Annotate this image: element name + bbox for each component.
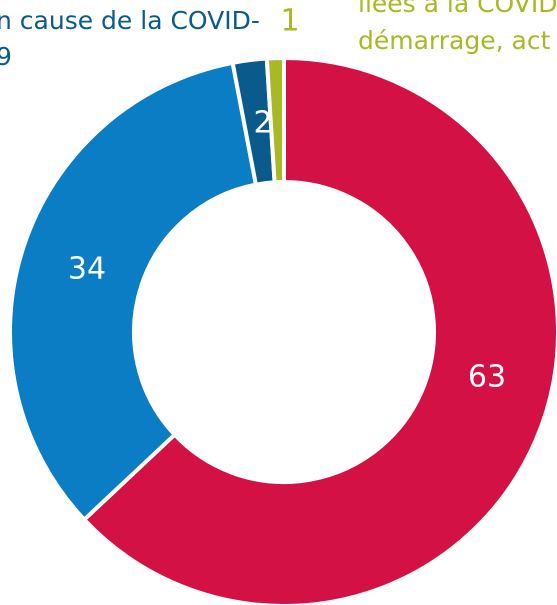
donut-segment: [8, 60, 259, 523]
value-label: 34: [68, 252, 106, 287]
value-label: 1: [280, 4, 299, 39]
category-label: n cause de la COVID-9: [0, 6, 260, 71]
value-label: 63: [468, 360, 506, 395]
donut-segment: [81, 55, 557, 605]
category-label: liées à la COVID démarrage, act: [358, 0, 557, 55]
donut-segment: [264, 55, 286, 185]
value-label: 2: [253, 106, 272, 141]
